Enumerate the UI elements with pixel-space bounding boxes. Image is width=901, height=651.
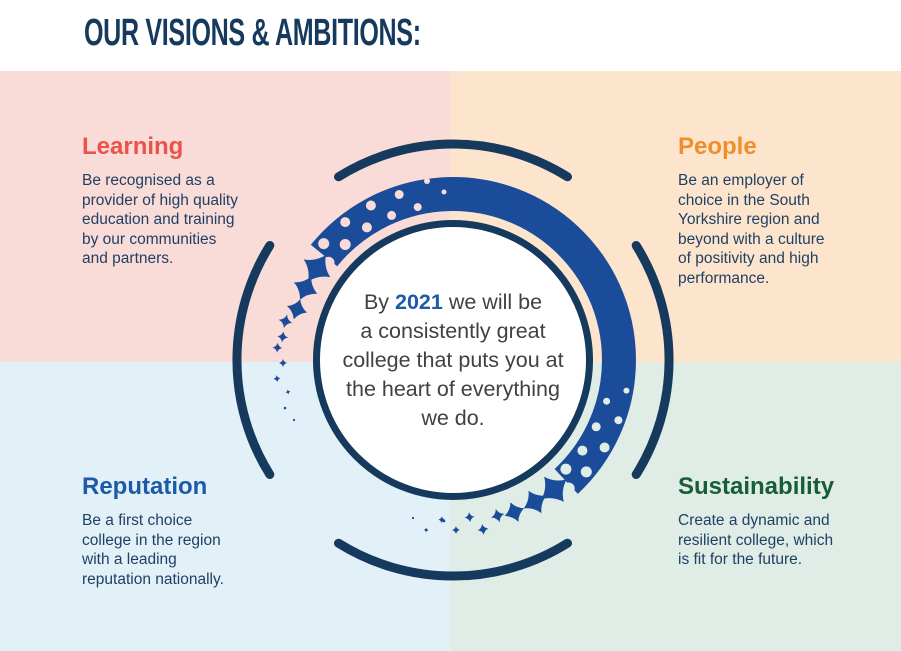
sustainability-body: Create a dynamic and resilient college, … xyxy=(678,512,834,568)
statement-prefix: By xyxy=(363,290,396,314)
section-sustainability: Sustainability Create a dynamic and resi… xyxy=(678,474,888,570)
page-title: OUR VISIONS & AMBITIONS: xyxy=(84,12,421,54)
section-people: People Be an employer of choice in the S… xyxy=(678,134,888,288)
center-statement: By 2021 we will be a consistently great … xyxy=(323,288,583,433)
section-reputation: Reputation Be a first choice college in … xyxy=(82,474,292,589)
reputation-heading: Reputation xyxy=(82,473,208,500)
people-heading: People xyxy=(678,133,757,160)
learning-heading: Learning xyxy=(82,133,184,160)
statement-rest: a consistently great college that puts y… xyxy=(342,319,564,430)
statement-after-year: we will be xyxy=(442,290,543,314)
statement-year: 2021 xyxy=(395,290,443,314)
people-body: Be an employer of choice in the South Yo… xyxy=(678,172,825,287)
section-learning: Learning Be recognised as a provider of … xyxy=(82,134,292,269)
reputation-body: Be a first choice college in the region … xyxy=(82,512,224,588)
learning-body: Be recognised as a provider of high qual… xyxy=(82,172,238,267)
sustainability-heading: Sustainability xyxy=(678,473,835,500)
